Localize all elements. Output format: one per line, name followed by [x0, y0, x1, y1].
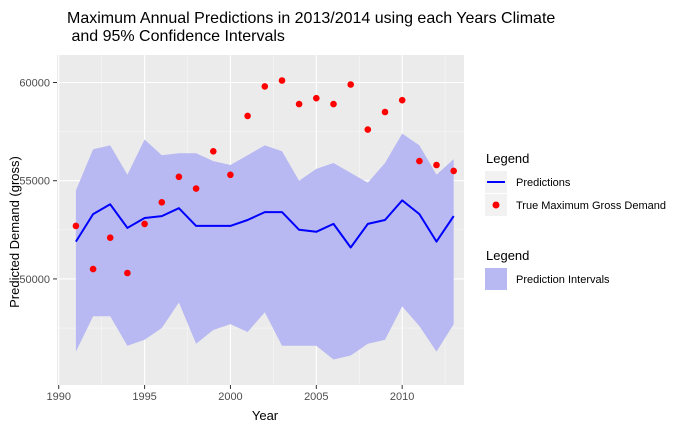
true-demand-point — [295, 100, 303, 108]
x-tick-label: 2005 — [304, 391, 328, 403]
true-demand-point — [192, 185, 200, 192]
true-demand-point — [106, 234, 114, 241]
true-demand-point — [347, 81, 355, 88]
legend-intervals: Legend Prediction Intervals — [485, 248, 610, 290]
x-tick-label: 2010 — [390, 391, 414, 403]
prediction-interval-band — [75, 133, 454, 360]
y-tick-label: 50000 — [19, 274, 50, 286]
true-demand-point — [89, 265, 97, 273]
true-demand-point — [175, 173, 183, 181]
true-demand-point — [158, 199, 166, 206]
true-demand-point — [72, 222, 80, 230]
prediction-line-layer — [75, 199, 455, 249]
prediction-interval-band-layer — [75, 133, 454, 360]
x-tick-label: 1995 — [132, 391, 156, 403]
y-axis: 50000 55000 60000 — [19, 78, 57, 286]
y-axis-title: Predicted Demand (gross) — [7, 156, 22, 308]
predictions-line — [75, 199, 455, 249]
true-demand-point — [124, 269, 131, 277]
true-demand-point — [330, 100, 337, 108]
true-demand-point — [398, 96, 406, 104]
true-demand-points-layer — [72, 77, 458, 277]
true-demand-point — [433, 161, 440, 169]
y-tick-label: 55000 — [19, 176, 50, 188]
x-axis: 1990 1995 2000 2005 2010 — [46, 385, 414, 403]
x-tick-label: 1990 — [46, 391, 70, 403]
legend-series-title: Legend — [486, 151, 529, 166]
true-demand-point — [210, 148, 217, 155]
chart-title: Maximum Annual Predictions in 2013/2014 … — [67, 10, 555, 45]
legend-true-demand-label: True Maximum Gross Demand — [516, 200, 666, 212]
true-demand-point — [244, 112, 251, 120]
true-demand-point — [364, 126, 372, 133]
legend-series: Legend Predictions True Maximum Gross De… — [485, 151, 666, 216]
true-demand-point — [450, 167, 458, 175]
true-demand-point — [313, 94, 320, 102]
true-demand-point — [227, 171, 234, 179]
legend-true-demand-point-swatch — [492, 201, 500, 209]
true-demand-point — [141, 220, 148, 228]
chart-title-line-1: Maximum Annual Predictions in 2013/2014 … — [67, 10, 555, 27]
legend-intervals-fill-swatch — [485, 268, 507, 290]
x-tick-label: 2000 — [218, 391, 242, 403]
legend-intervals-label: Prediction Intervals — [516, 274, 610, 286]
true-demand-point — [278, 77, 286, 84]
true-demand-point — [381, 108, 389, 116]
legend-intervals-title: Legend — [486, 248, 529, 263]
true-demand-point — [416, 157, 423, 165]
x-axis-title: Year — [252, 408, 279, 423]
legend-predictions-label: Predictions — [516, 177, 571, 189]
chart-title-line-2: and 95% Confidence Intervals — [67, 28, 285, 45]
y-tick-label: 60000 — [19, 78, 50, 90]
true-demand-point — [261, 83, 269, 90]
